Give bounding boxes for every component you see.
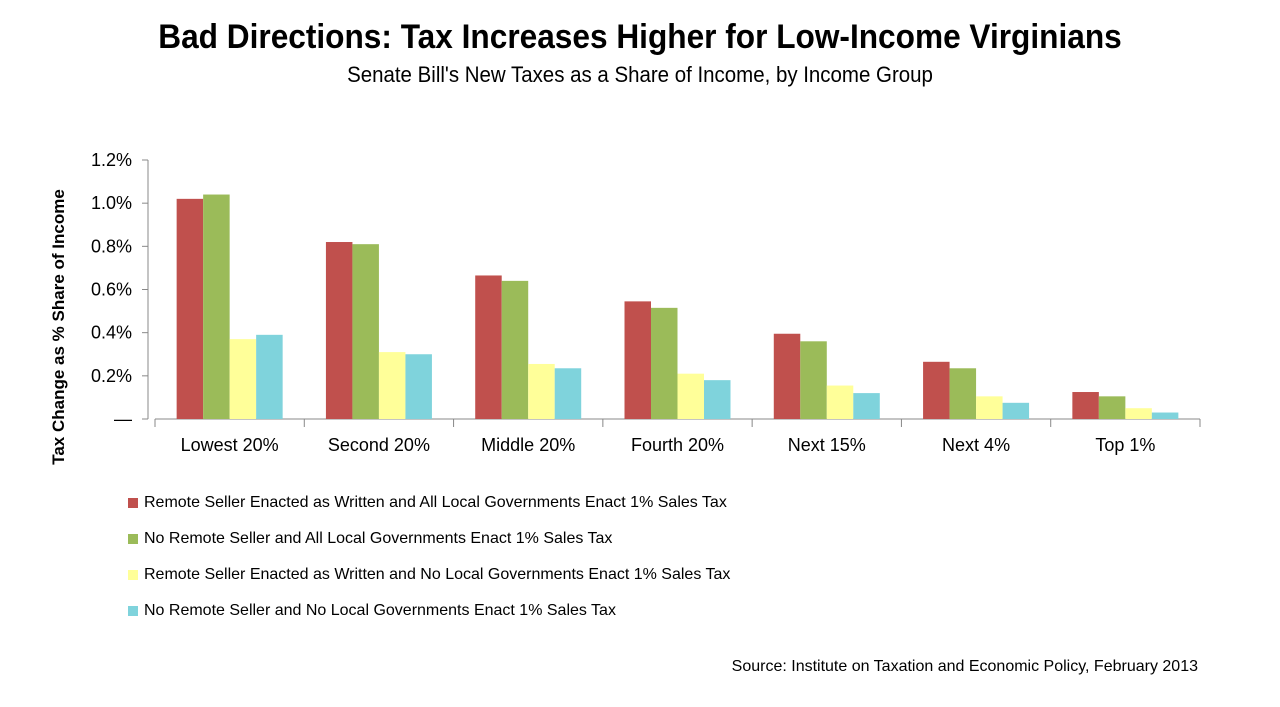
legend-label: No Remote Seller and All Local Governmen… xyxy=(144,530,613,547)
y-tick-label: 0.8% xyxy=(91,236,132,256)
y-tick-label: 0.6% xyxy=(91,280,132,300)
bar-series-2 xyxy=(1098,396,1126,419)
bar-series-2 xyxy=(352,244,379,419)
legend-label: Remote Seller Enacted as Written and No … xyxy=(144,566,731,583)
legend-label: Remote Seller Enacted as Written and All… xyxy=(144,494,727,511)
bar-series-2 xyxy=(203,194,230,419)
bar-series-4 xyxy=(853,393,880,419)
category-label: Top 1% xyxy=(1095,435,1155,455)
category-label: Next 4% xyxy=(942,435,1010,455)
bar-series-1 xyxy=(624,301,651,419)
bars xyxy=(176,194,1179,419)
y-axis-ticks: — 0.2% 0.4% 0.6% 0.8% 1.0% 1.2% xyxy=(91,150,149,429)
bar-series-3 xyxy=(677,373,704,419)
bar-series-4 xyxy=(704,380,731,419)
bar-series-3 xyxy=(826,385,854,419)
bar-series-1 xyxy=(1072,392,1099,419)
y-axis-title: Tax Change as % Share of Income xyxy=(49,189,68,465)
legend-swatch xyxy=(128,570,138,580)
bar-series-3 xyxy=(976,396,1003,419)
bar-series-1 xyxy=(176,198,204,419)
y-tick-label: 1.2% xyxy=(91,150,132,170)
bar-series-4 xyxy=(256,334,283,419)
source-note: Source: Institute on Taxation and Econom… xyxy=(731,658,1198,675)
bar-series-3 xyxy=(1125,408,1152,419)
bar-series-2 xyxy=(800,341,827,419)
x-axis xyxy=(154,418,1201,427)
y-tick-label: 0.4% xyxy=(91,323,132,343)
legend-item: No Remote Seller and All Local Governmen… xyxy=(128,521,730,557)
bar-series-1 xyxy=(923,361,950,419)
legend-item: Remote Seller Enacted as Written and All… xyxy=(128,485,730,521)
category-label: Middle 20% xyxy=(481,435,575,455)
category-label: Fourth 20% xyxy=(631,435,724,455)
chart-title: Bad Directions: Tax Increases Higher for… xyxy=(158,18,1122,56)
bar-series-3 xyxy=(528,363,555,419)
legend-swatch xyxy=(128,498,138,508)
bar-series-4 xyxy=(554,368,582,419)
bar-series-1 xyxy=(773,333,801,419)
bar-series-4 xyxy=(1002,402,1030,419)
bar-series-4 xyxy=(1151,412,1179,419)
chart-subtitle: Senate Bill's New Taxes as a Share of In… xyxy=(347,62,933,87)
bar-series-3 xyxy=(229,339,257,419)
legend-item: Remote Seller Enacted as Written and No … xyxy=(128,557,730,593)
bar-series-2 xyxy=(651,307,678,419)
y-tick-label: 0.2% xyxy=(91,366,132,386)
category-labels: Lowest 20% Second 20% Middle 20% Fourth 20%… xyxy=(181,435,1156,455)
category-label: Next 15% xyxy=(788,435,866,455)
legend-swatch xyxy=(128,606,138,616)
legend: Remote Seller Enacted as Written and All… xyxy=(128,485,730,629)
category-label: Lowest 20% xyxy=(181,435,279,455)
legend-item: No Remote Seller and No Local Government… xyxy=(128,593,730,629)
bar-series-2 xyxy=(949,368,977,419)
bar-series-3 xyxy=(378,352,406,419)
bar-series-2 xyxy=(501,280,529,419)
y-tick-label: 1.0% xyxy=(91,193,132,213)
legend-swatch xyxy=(128,534,138,544)
bar-series-1 xyxy=(325,242,353,419)
legend-label: No Remote Seller and No Local Government… xyxy=(144,602,616,619)
bar-series-4 xyxy=(405,354,432,419)
bar-series-1 xyxy=(475,275,502,419)
category-label: Second 20% xyxy=(328,435,430,455)
y-tick-label: — xyxy=(114,409,132,429)
